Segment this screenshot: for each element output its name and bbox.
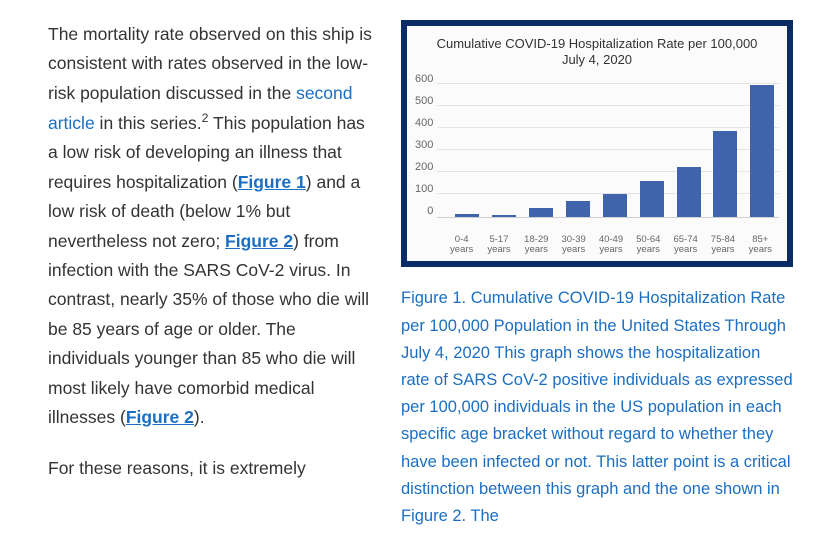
page: The mortality rate observed on this ship… — [0, 0, 825, 530]
left-column: The mortality rate observed on this ship… — [0, 0, 395, 530]
figure-1-ref[interactable]: Figure 1 — [238, 172, 306, 192]
chart-inner: Cumulative COVID-19 Hospitalization Rate… — [407, 26, 787, 261]
y-tick-label: 500 — [415, 95, 433, 107]
y-tick-label: 200 — [415, 161, 433, 173]
x-tick-label: 30-39 years — [560, 235, 588, 256]
paragraph-1: The mortality rate observed on this ship… — [48, 20, 375, 432]
bar — [713, 131, 737, 216]
right-column: Cumulative COVID-19 Hospitalization Rate… — [395, 0, 825, 530]
y-tick-label: 0 — [427, 205, 433, 217]
y-tick-label: 400 — [415, 117, 433, 129]
bar — [566, 201, 590, 217]
chart-title-line2: July 4, 2020 — [562, 52, 632, 67]
x-tick-label: 40-49 years — [597, 235, 625, 256]
x-tick-label: 85+ years — [746, 235, 774, 256]
bar — [455, 214, 479, 216]
gridline — [437, 105, 779, 106]
plot-area — [437, 73, 779, 218]
bar — [677, 167, 701, 217]
text: in this series. — [95, 113, 202, 133]
x-tick-label: 50-64 years — [634, 235, 662, 256]
gridline — [437, 83, 779, 84]
bar — [603, 194, 627, 216]
figure-1-caption: Figure 1. Cumulative COVID-19 Hospitaliz… — [401, 285, 793, 530]
footnote-2-ref: 2 — [202, 111, 209, 125]
bar — [529, 208, 553, 217]
text: ) from infection with the SARS CoV-2 vir… — [48, 231, 369, 427]
chart-frame: Cumulative COVID-19 Hospitalization Rate… — [401, 20, 793, 267]
chart-title: Cumulative COVID-19 Hospitalization Rate… — [415, 36, 779, 69]
chart-area: 600 500 400 300 200 100 0 — [415, 73, 779, 233]
gridline — [437, 127, 779, 128]
bar — [492, 215, 516, 216]
x-axis: 0-4 years 5-17 years 18-29 years 30-39 year… — [443, 235, 779, 256]
x-tick-label: 18-29 years — [522, 235, 550, 256]
text: ). — [194, 407, 205, 427]
y-tick-label: 600 — [415, 73, 433, 85]
figure-2-ref[interactable]: Figure 2 — [225, 231, 293, 251]
chart-title-line1: Cumulative COVID-19 Hospitalization Rate… — [437, 36, 758, 51]
y-tick-label: 300 — [415, 139, 433, 151]
figure-2-ref-b[interactable]: Figure 2 — [126, 407, 194, 427]
bar — [750, 85, 774, 217]
x-tick-label: 5-17 years — [485, 235, 513, 256]
y-tick-label: 100 — [415, 183, 433, 195]
x-tick-label: 0-4 years — [448, 235, 476, 256]
y-axis: 600 500 400 300 200 100 0 — [415, 73, 437, 233]
x-tick-label: 65-74 years — [672, 235, 700, 256]
x-tick-label: 75-84 years — [709, 235, 737, 256]
paragraph-2: For these reasons, it is extremely — [48, 454, 375, 483]
bar — [640, 181, 664, 216]
